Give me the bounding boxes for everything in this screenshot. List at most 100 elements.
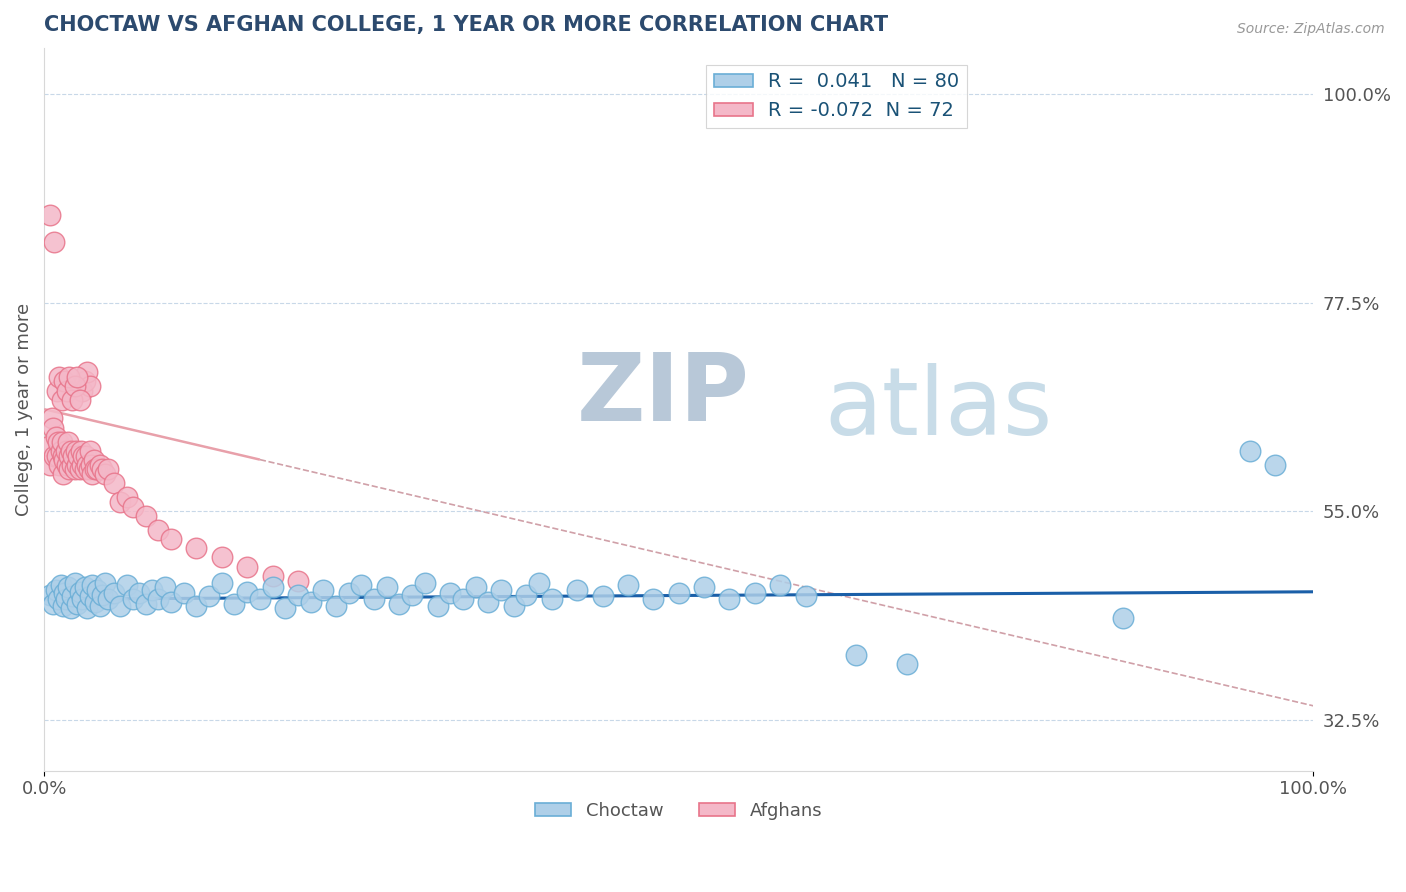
Point: [38, 439, 60, 453]
Point: [62, 449, 84, 463]
Point: [83, 453, 105, 467]
Point: [73, 375, 96, 389]
Point: [53, 585, 76, 599]
Point: [1239, 443, 1261, 458]
Point: [115, 578, 138, 592]
Point: [617, 578, 640, 592]
Point: [312, 582, 335, 597]
Point: [76, 601, 98, 615]
Point: [89, 458, 111, 472]
Point: [91, 588, 114, 602]
Point: [477, 595, 499, 609]
Point: [48, 458, 70, 472]
Point: [58, 369, 80, 384]
Point: [53, 453, 76, 467]
Point: [79, 590, 101, 604]
Point: [896, 657, 918, 671]
Point: [744, 585, 766, 599]
Point: [52, 467, 75, 481]
Point: [173, 585, 195, 599]
Point: [439, 585, 461, 599]
Point: [103, 585, 125, 599]
Point: [58, 434, 80, 449]
Point: [39, 588, 62, 602]
Point: [211, 576, 233, 591]
Point: [115, 490, 138, 504]
Point: [44, 449, 66, 463]
Point: [39, 458, 62, 472]
Point: [274, 601, 297, 615]
Point: [69, 584, 91, 599]
Y-axis label: College, 1 year or more: College, 1 year or more: [15, 302, 32, 516]
Point: [49, 578, 72, 592]
Point: [42, 421, 65, 435]
Point: [69, 462, 91, 476]
Point: [527, 576, 550, 591]
Point: [42, 597, 65, 611]
Point: [845, 648, 868, 662]
Point: [44, 582, 66, 597]
Point: [489, 582, 512, 597]
Point: [46, 592, 69, 607]
Point: [51, 434, 73, 449]
Point: [70, 592, 93, 607]
Point: [77, 462, 100, 476]
Point: [1264, 458, 1286, 472]
Point: [153, 580, 176, 594]
Point: [73, 580, 96, 594]
Point: [401, 588, 423, 602]
Point: [97, 462, 120, 476]
Point: [76, 458, 98, 472]
Point: [56, 384, 79, 398]
Point: [69, 392, 91, 407]
Point: [350, 578, 373, 592]
Point: [236, 584, 259, 599]
Point: [413, 576, 436, 591]
Point: [122, 592, 145, 607]
Point: [515, 588, 537, 602]
Point: [426, 599, 449, 613]
Point: [643, 592, 665, 607]
Point: [52, 449, 75, 463]
Point: [58, 449, 80, 463]
Point: [75, 449, 97, 463]
Point: [89, 599, 111, 613]
Point: [94, 576, 117, 591]
Point: [60, 590, 83, 604]
Point: [51, 392, 73, 407]
Point: [45, 449, 67, 463]
Point: [160, 532, 183, 546]
Point: [86, 582, 108, 597]
Point: [141, 582, 163, 597]
Point: [45, 384, 67, 398]
Point: [91, 462, 114, 476]
Point: [718, 592, 741, 607]
Point: [148, 523, 170, 537]
Point: [83, 462, 105, 476]
Point: [60, 458, 83, 472]
Point: [94, 467, 117, 481]
Point: [236, 559, 259, 574]
Text: CHOCTAW VS AFGHAN COLLEGE, 1 YEAR OR MORE CORRELATION CHART: CHOCTAW VS AFGHAN COLLEGE, 1 YEAR OR MOR…: [44, 15, 889, 35]
Point: [1112, 611, 1135, 625]
Point: [82, 467, 104, 481]
Point: [72, 449, 94, 463]
Point: [110, 599, 132, 613]
Point: [103, 476, 125, 491]
Point: [262, 580, 284, 594]
Text: atlas: atlas: [825, 363, 1053, 455]
Point: [58, 462, 80, 476]
Point: [299, 595, 322, 609]
Point: [287, 588, 309, 602]
Point: [66, 458, 89, 472]
Point: [262, 569, 284, 583]
Point: [160, 595, 183, 609]
Point: [97, 592, 120, 607]
Point: [67, 449, 90, 463]
Point: [794, 590, 817, 604]
Point: [63, 576, 86, 591]
Point: [70, 384, 93, 398]
Point: [128, 585, 150, 599]
Point: [41, 411, 63, 425]
Legend: Choctaw, Afghans: Choctaw, Afghans: [527, 794, 830, 827]
